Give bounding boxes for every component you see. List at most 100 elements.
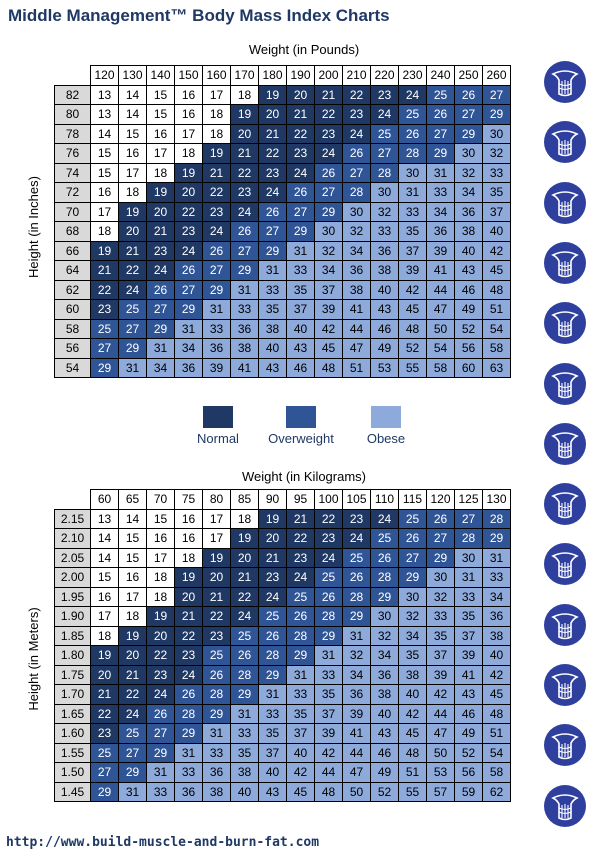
bmi-cell: 29 [482,528,511,549]
bmi-cell: 47 [426,723,455,744]
bmi-cell: 32 [426,586,455,607]
table-row: 1.75 20 21 23 24 26 28 29 31 33 34 36 38 39 41 42 [54,664,511,685]
bmi-cell: 52 [370,781,399,802]
bmi-cell: 35 [286,703,315,724]
bmi-cell: 43 [370,723,399,744]
bmi-cell: 31 [398,182,427,203]
legend-swatch-obese [371,406,401,428]
bmi-cell: 28 [370,567,399,588]
bmi-cell: 47 [342,762,371,783]
bmi-cell: 34 [342,664,371,685]
bmi-cell: 40 [258,338,287,359]
bmi-cell: 42 [426,684,455,705]
bmi-cell: 29 [258,664,287,685]
bmi-cell: 27 [118,318,147,339]
bmi-cell: 35 [230,742,259,763]
bmi-cell: 31 [314,645,343,666]
bmi-cell: 18 [90,221,119,242]
bmi-cell: 25 [202,645,231,666]
bmi-cell: 23 [342,104,371,125]
bmi-cell: 18 [90,625,119,646]
bmi-cell: 28 [342,586,371,607]
bmi-cell: 51 [342,357,371,378]
bmi-cell: 45 [398,723,427,744]
bmi-cell: 43 [258,781,287,802]
bmi-cell: 27 [202,260,231,281]
bmi-cell: 20 [118,221,147,242]
bmi-cell: 25 [118,299,147,320]
bmi-cell: 25 [286,586,315,607]
bmi-cell: 45 [482,684,511,705]
bmi-cell: 39 [454,645,483,666]
column-header: 140 [146,65,175,86]
bmi-cell: 17 [118,586,147,607]
bmi-cell: 22 [314,508,343,529]
bmi-cell: 21 [258,547,287,568]
bmi-cell: 36 [342,260,371,281]
bmi-cell: 26 [230,221,259,242]
bmi-cell: 25 [342,547,371,568]
bmi-cell: 18 [230,508,259,529]
bmi-cell: 31 [258,260,287,281]
bmi-cell: 29 [202,703,231,724]
bmi-cell: 38 [370,260,399,281]
bmi-cell: 34 [174,338,203,359]
row-header: 64 [54,260,91,281]
bmi-cell: 18 [118,182,147,203]
bmi-cell: 24 [398,84,427,105]
bmi-cell: 33 [258,703,287,724]
bmi-cell: 15 [90,143,119,164]
row-header: 76 [54,143,91,164]
bmi-cell: 49 [454,299,483,320]
table-row: 72 16 18 19 20 22 23 24 26 27 28 30 31 33 34 35 [54,182,511,203]
row-header: 1.85 [54,625,91,646]
column-header: 90 [258,489,287,510]
bmi-cell: 29 [286,645,315,666]
bmi-cell: 20 [146,201,175,222]
bmi-cell: 27 [174,279,203,300]
bmi-cell: 33 [426,182,455,203]
bmi-cell: 29 [342,606,371,627]
row-header: 1.90 [54,606,91,627]
body-silhouette-icon [544,724,586,767]
bmi-cell: 59 [454,781,483,802]
bmi-cell: 57 [426,781,455,802]
column-header: 70 [146,489,175,510]
column-header: 120 [90,65,119,86]
table-row: 1.85 18 19 20 22 23 25 26 28 29 31 32 34 35 37 38 [54,625,511,646]
bmi-cell: 16 [146,528,175,549]
bmi-cell: 37 [314,703,343,724]
legend-swatch-overweight [286,406,316,428]
row-header: 1.70 [54,684,91,705]
bmi-cell: 35 [398,645,427,666]
body-silhouette-icon [544,181,586,224]
bmi-cell: 54 [482,318,511,339]
bmi-cell: 48 [314,781,343,802]
row-header: 82 [54,84,91,105]
bmi-cell: 42 [398,279,427,300]
bmi-cell: 38 [230,762,259,783]
bmi-cell: 27 [426,123,455,144]
bmi-cell: 33 [286,260,315,281]
column-header: 95 [286,489,315,510]
bmi-cell: 48 [314,357,343,378]
bmi-cell: 26 [426,104,455,125]
bmi-cell: 23 [286,143,315,164]
bmi-cell: 26 [230,645,259,666]
bmi-cell: 34 [426,201,455,222]
table-row: 58 25 27 29 31 33 36 38 40 42 44 46 48 50 52 54 [54,318,511,339]
bmi-cell: 16 [174,528,203,549]
bmi-cell: 29 [426,547,455,568]
row-header: 68 [54,221,91,242]
bmi-cell: 14 [118,508,147,529]
column-header: 220 [370,65,399,86]
bmi-cell: 16 [174,104,203,125]
bmi-cell: 25 [90,742,119,763]
bmi-cell: 50 [342,781,371,802]
bmi-cell: 32 [314,240,343,261]
bmi-cell: 36 [426,221,455,242]
bmi-cell: 30 [398,162,427,183]
bmi-cell: 41 [342,723,371,744]
bmi-cell: 45 [482,260,511,281]
bmi-cell: 30 [370,182,399,203]
